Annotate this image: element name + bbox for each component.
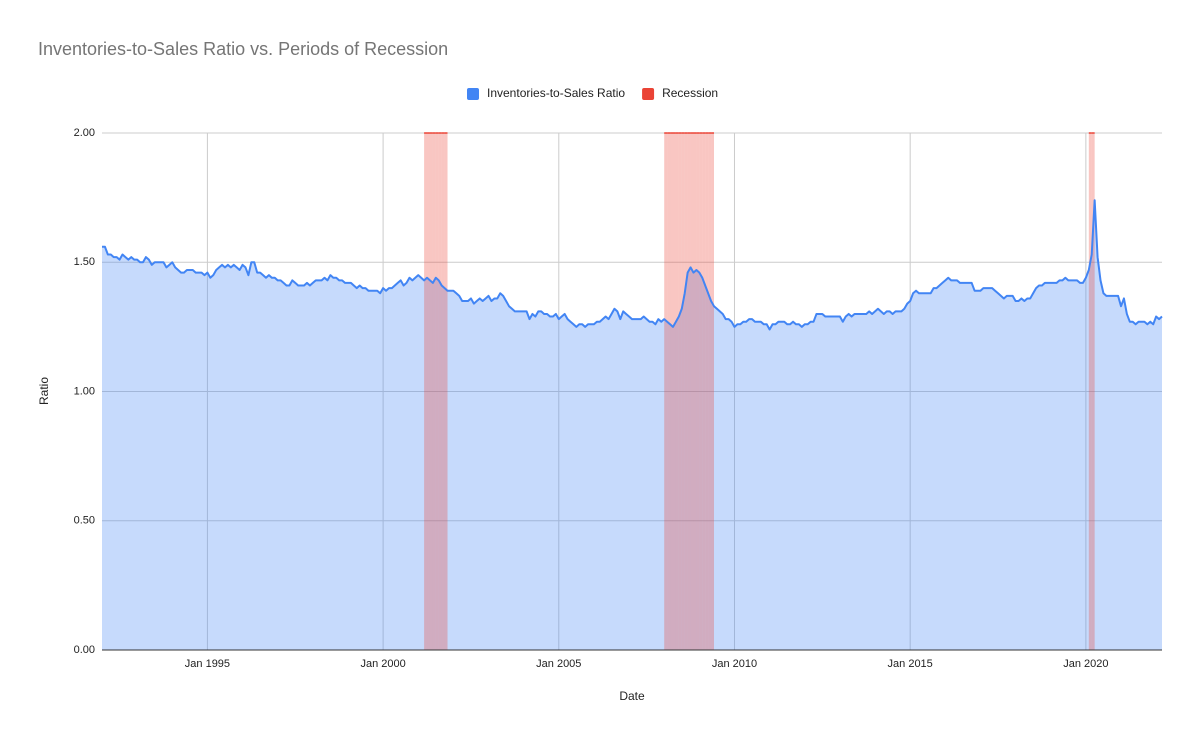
- x-tick-label: Jan 2015: [888, 658, 933, 670]
- recession-bar: [664, 133, 668, 650]
- y-axis-label: Ratio: [37, 377, 51, 405]
- recession-bar: [427, 133, 430, 650]
- recession-bar: [678, 133, 682, 650]
- recession-bar: [708, 133, 712, 650]
- legend-label: Recession: [662, 86, 718, 100]
- ratio-area: [102, 200, 1162, 650]
- y-tick-label: 0.00: [74, 644, 95, 656]
- y-tick-label: 1.00: [74, 385, 95, 397]
- recession-bar: [670, 133, 673, 650]
- x-tick-label: Jan 2010: [712, 658, 757, 670]
- recession-bar: [444, 133, 448, 650]
- recession-bar: [438, 133, 442, 650]
- legend-label: Inventories-to-Sales Ratio: [487, 86, 625, 100]
- recession-bar: [667, 133, 671, 650]
- x-tick-label: Jan 1995: [185, 658, 230, 670]
- recession-bar: [1091, 133, 1095, 650]
- recession-bar: [696, 133, 700, 650]
- legend-swatch: [467, 88, 479, 100]
- recession-bar: [435, 133, 439, 650]
- x-tick-label: Jan 2005: [536, 658, 581, 670]
- recession-bar: [693, 133, 697, 650]
- recession-bar: [1088, 133, 1092, 650]
- ratio-line: [102, 199, 1163, 331]
- recession-bar: [429, 133, 433, 650]
- x-tick-label: Jan 2020: [1063, 658, 1108, 670]
- legend-swatch: [642, 88, 655, 100]
- recession-bar: [681, 133, 685, 650]
- recession-bar: [441, 133, 445, 650]
- y-tick-label: 2.00: [74, 127, 95, 139]
- recession-bar: [699, 133, 703, 650]
- recession-bar: [684, 133, 688, 650]
- recession-bar: [705, 133, 709, 650]
- recession-bar: [687, 133, 691, 650]
- recession-bar: [675, 133, 679, 650]
- y-tick-label: 0.50: [74, 515, 95, 527]
- recession-bar: [690, 133, 694, 650]
- recession-bar: [711, 133, 714, 650]
- x-tick-label: Jan 2000: [360, 658, 405, 670]
- y-tick-label: 1.50: [74, 256, 95, 268]
- recession-bar: [672, 133, 676, 650]
- x-axis-label: Date: [619, 689, 645, 703]
- recession-bar: [424, 133, 428, 650]
- recession-bar: [702, 133, 706, 650]
- chart-title: Inventories-to-Sales Ratio vs. Periods o…: [38, 39, 448, 59]
- recession-bar: [432, 133, 436, 650]
